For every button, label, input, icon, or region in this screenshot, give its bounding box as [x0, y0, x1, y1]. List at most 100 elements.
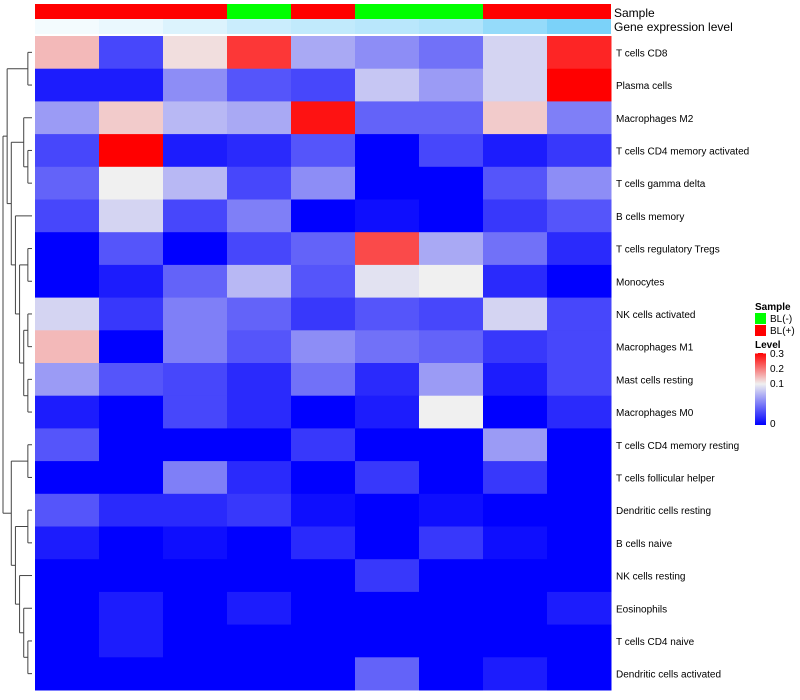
legend-sample-title: Sample — [755, 302, 791, 313]
heatmap-cell — [99, 493, 164, 527]
row-label: T cells gamma delta — [616, 179, 706, 190]
row-labels: T cells CD8 Plasma cells Macrophages M2 T c… — [616, 48, 749, 680]
heatmap-cell — [227, 461, 292, 495]
heatmap-cell — [355, 395, 420, 429]
heatmap-cell — [163, 461, 228, 495]
legend-label-bl-minus: BL(-) — [770, 314, 792, 325]
heatmap-cell — [227, 559, 292, 593]
level-tick-0-1: 0.1 — [770, 379, 784, 390]
expression-annotation-cell — [227, 19, 291, 34]
row-label: Macrophages M1 — [616, 343, 694, 354]
heatmap-cell — [99, 232, 164, 266]
heatmap-cell — [355, 624, 420, 658]
legend-swatch-bl-minus — [755, 313, 766, 324]
heatmap-cell — [419, 363, 484, 397]
row-label: Macrophages M0 — [616, 408, 694, 419]
heatmap-cell — [227, 297, 292, 331]
heatmap-cell — [419, 428, 484, 462]
sample-annotation-cell — [355, 4, 419, 19]
heatmap-cell — [419, 297, 484, 331]
heatmap-cell — [163, 330, 228, 364]
heatmap-cell — [291, 264, 356, 299]
heatmap-cell — [419, 134, 484, 168]
row-dendrogram — [2, 51, 32, 675]
heatmap-cell — [227, 624, 292, 658]
heatmap-cell — [99, 591, 164, 626]
heatmap-cell — [483, 264, 548, 299]
heatmap-cell — [355, 264, 420, 299]
heatmap-cell — [419, 395, 484, 429]
heatmap-cell — [483, 330, 548, 364]
heatmap-cell — [227, 526, 292, 560]
heatmap-cell — [547, 101, 612, 135]
heatmap-cell — [419, 166, 484, 200]
heatmap-cell — [355, 297, 420, 331]
heatmap-cell — [547, 395, 612, 429]
heatmap-cell — [163, 493, 228, 527]
heatmap-cell — [35, 559, 100, 593]
heatmap-cell — [227, 330, 292, 364]
heatmap-cell — [291, 591, 356, 626]
heatmap-cell — [355, 526, 420, 560]
sample-annotation-cell — [419, 4, 483, 19]
legend-swatch-bl-plus — [755, 325, 766, 336]
heatmap-cell — [483, 461, 548, 495]
heatmap-cell — [35, 591, 100, 626]
heatmap-cell — [163, 395, 228, 429]
heatmap-cell — [355, 363, 420, 397]
heatmap-cell — [163, 232, 228, 266]
row-label: Mast cells resting — [616, 375, 693, 386]
heatmap-cell — [483, 493, 548, 527]
heatmap-cell — [35, 493, 100, 527]
heatmap-cell — [163, 428, 228, 462]
heatmap-cell — [35, 330, 100, 364]
heatmap-cell — [99, 657, 164, 691]
row-label: T cells CD4 naive — [616, 637, 695, 648]
heatmap-cell — [99, 461, 164, 495]
sample-annotation-cell — [35, 4, 99, 19]
expression-annotation-cell — [547, 19, 611, 34]
heatmap-cell — [291, 68, 356, 102]
expression-track-label: Gene expression level — [614, 20, 733, 34]
heatmap-cell — [35, 199, 100, 233]
heatmap-cell — [227, 199, 292, 233]
heatmap-cell — [99, 526, 164, 560]
heatmap-cell — [227, 493, 292, 527]
row-label: NK cells activated — [616, 310, 695, 321]
heatmap-cell — [99, 428, 164, 462]
heatmap-cell — [163, 199, 228, 233]
expression-annotation-cell — [35, 19, 99, 34]
heatmap-cell — [483, 36, 548, 70]
row-label: T cells regulatory Tregs — [616, 245, 720, 256]
heatmap-cell — [35, 461, 100, 495]
row-label: T cells CD8 — [616, 48, 668, 59]
heatmap-cell — [163, 624, 228, 658]
heatmap-cell — [483, 657, 548, 691]
heatmap-cell — [419, 101, 484, 135]
heatmap-cell — [291, 657, 356, 691]
heatmap-cell — [99, 624, 164, 658]
heatmap-cell — [419, 68, 484, 102]
column-annotation-bars — [35, 4, 611, 34]
heatmap-cell — [483, 134, 548, 168]
heatmap-cell — [291, 297, 356, 331]
heatmap-cell — [227, 232, 292, 266]
heatmap-cell — [547, 461, 612, 495]
heatmap-cell — [355, 101, 420, 135]
heatmap-cell — [291, 559, 356, 593]
heatmap-cell — [99, 166, 164, 200]
heatmap-cell — [163, 166, 228, 200]
heatmap-cell — [163, 101, 228, 135]
heatmap-cell — [227, 68, 292, 102]
heatmap-cell — [483, 526, 548, 560]
heatmap-cell — [547, 232, 612, 266]
heatmap-cell — [291, 363, 356, 397]
heatmap-cell — [419, 526, 484, 560]
heatmap-cells — [35, 36, 612, 691]
heatmap-cell — [163, 68, 228, 102]
heatmap-cell — [355, 68, 420, 102]
heatmap-cell — [547, 591, 612, 626]
heatmap-cell — [419, 493, 484, 527]
row-label: T cells follicular helper — [616, 473, 715, 484]
heatmap-cell — [547, 68, 612, 102]
